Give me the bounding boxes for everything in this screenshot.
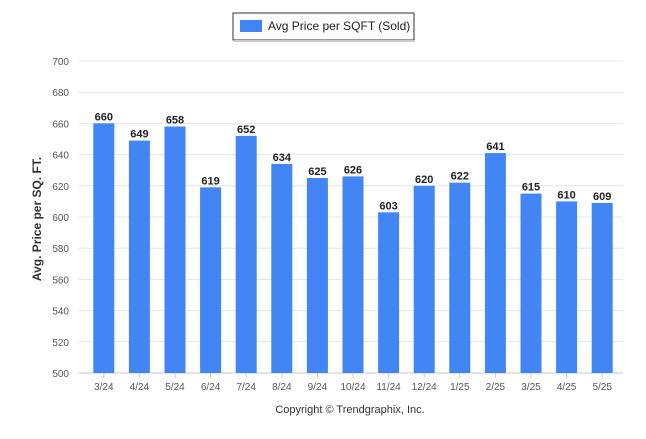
bar (378, 212, 400, 373)
y-tick-label: 700 (52, 57, 69, 68)
bar (413, 185, 435, 373)
bar (271, 163, 293, 373)
legend-shadow (234, 40, 415, 42)
data-label: 620 (415, 174, 433, 186)
bar (484, 153, 506, 373)
legend-box (232, 12, 415, 41)
data-label: 660 (95, 111, 113, 123)
data-label: 609 (593, 191, 611, 203)
value-labels-layer: 660 649 658 619 652 634 625 626 603 620 622 641 615 6… (95, 111, 612, 212)
x-tick-label: 6/24 (201, 382, 221, 393)
y-axis-label: Avg. Price per SQ. FT. (30, 157, 44, 281)
data-label: 626 (344, 164, 362, 176)
x-tick-label: 12/24 (412, 382, 437, 393)
data-label: 649 (130, 129, 148, 141)
y-tick-label: 560 (52, 275, 69, 286)
data-label: 610 (557, 189, 575, 201)
data-label: 603 (379, 200, 397, 212)
bar (520, 193, 542, 373)
x-tick-label: 3/25 (521, 382, 541, 393)
x-tick-label: 4/24 (130, 382, 150, 393)
y-tick-label: 680 (52, 88, 69, 99)
x-tick-label: 9/24 (308, 382, 328, 393)
legend-swatch (240, 20, 262, 32)
y-tick-label: 500 (52, 369, 69, 380)
bar (556, 201, 578, 373)
data-label: 652 (237, 124, 255, 136)
bar (235, 135, 257, 373)
x-tick-label: 10/24 (340, 382, 365, 393)
x-tick-label: 5/24 (165, 382, 185, 393)
x-tick-label: 1/25 (450, 382, 470, 393)
x-ticks-layer: 3/24 4/24 5/24 6/24 7/24 8/24 9/24 10/24 11/24 12… (94, 373, 612, 393)
bar (342, 176, 364, 373)
y-tick-label: 640 (52, 151, 69, 162)
y-tick-label: 580 (52, 244, 69, 255)
y-tick-label: 600 (52, 213, 69, 224)
bar (449, 182, 471, 373)
bar (200, 187, 222, 373)
x-tick-label: 7/24 (236, 382, 256, 393)
copyright-text: Copyright © Trendgraphix, Inc. (275, 404, 424, 416)
legend: Avg Price per SQFT (Sold) (232, 12, 415, 42)
bar (306, 178, 328, 373)
bar (164, 126, 186, 374)
x-tick-label: 5/25 (592, 382, 612, 393)
data-label: 658 (166, 115, 184, 127)
data-label: 619 (201, 175, 219, 187)
x-tick-label: 11/24 (376, 382, 401, 393)
data-label: 634 (273, 152, 292, 164)
data-label: 615 (522, 182, 540, 194)
bar (128, 140, 150, 373)
y-tick-label: 540 (52, 307, 69, 318)
y-tick-label: 620 (52, 182, 69, 193)
x-tick-label: 4/25 (557, 382, 577, 393)
y-tick-label: 660 (52, 119, 69, 130)
bar (93, 123, 115, 374)
x-tick-label: 8/24 (272, 382, 292, 393)
data-label: 641 (486, 141, 504, 153)
x-tick-label: 3/24 (94, 382, 114, 393)
data-label: 622 (451, 171, 469, 183)
legend-label: Avg Price per SQFT (Sold) (268, 19, 410, 33)
bar (591, 202, 613, 373)
data-label: 625 (308, 166, 326, 178)
y-tick-label: 520 (52, 338, 69, 349)
bars-layer (93, 123, 613, 374)
x-tick-label: 2/25 (486, 382, 506, 393)
